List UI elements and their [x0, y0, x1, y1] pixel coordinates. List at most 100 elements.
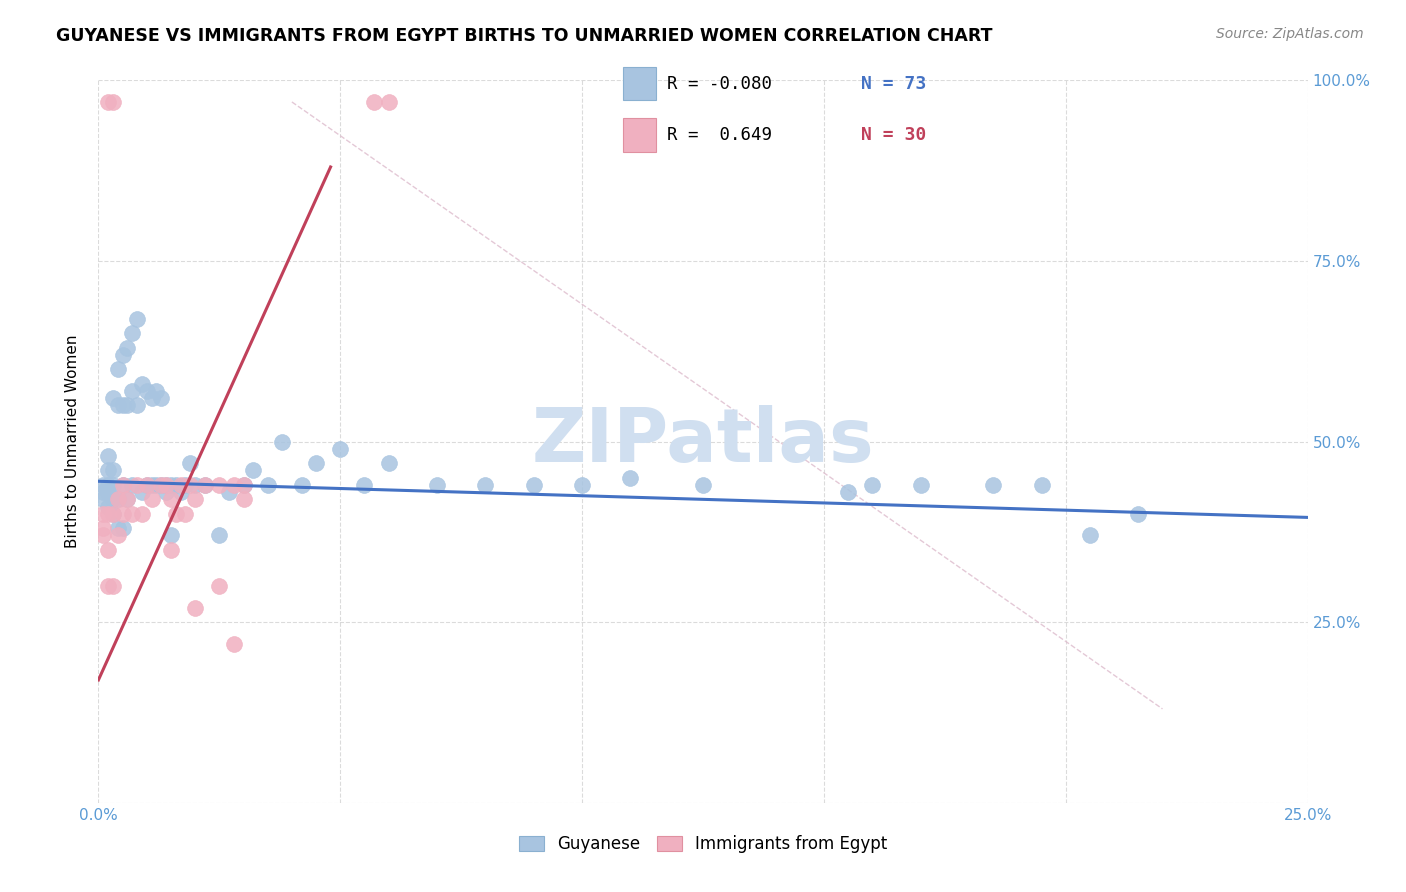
Point: [91, 492, 114, 507]
Point: [271, 434, 294, 449]
Point: [117, 341, 139, 355]
Point: [222, 637, 245, 651]
Point: [242, 463, 264, 477]
Point: [160, 542, 183, 557]
Text: ZIPatlas: ZIPatlas: [531, 405, 875, 478]
Point: [111, 398, 134, 412]
Point: [426, 478, 449, 492]
FancyBboxPatch shape: [623, 119, 657, 152]
Point: [97, 542, 120, 557]
Point: [101, 95, 124, 109]
Point: [131, 485, 153, 500]
Point: [165, 478, 187, 492]
Point: [174, 478, 197, 492]
Point: [256, 478, 278, 492]
Point: [179, 456, 201, 470]
Point: [91, 478, 114, 492]
Point: [91, 485, 114, 500]
Point: [117, 398, 139, 412]
Point: [474, 478, 496, 492]
Point: [910, 478, 932, 492]
Legend: Guyanese, Immigrants from Egypt: Guyanese, Immigrants from Egypt: [512, 828, 894, 860]
Point: [97, 500, 120, 514]
Point: [91, 521, 114, 535]
Point: [353, 478, 375, 492]
Point: [107, 492, 129, 507]
Point: [232, 478, 254, 492]
Point: [194, 478, 217, 492]
Point: [111, 478, 134, 492]
Point: [160, 478, 183, 492]
Point: [101, 507, 124, 521]
Point: [97, 579, 120, 593]
Point: [290, 478, 312, 492]
Point: [165, 507, 187, 521]
Point: [571, 478, 593, 492]
Point: [111, 478, 134, 492]
Text: N = 30: N = 30: [862, 126, 927, 144]
Point: [145, 384, 167, 398]
Point: [107, 521, 129, 535]
Point: [97, 485, 120, 500]
Point: [121, 507, 143, 521]
Point: [184, 600, 207, 615]
Point: [135, 384, 157, 398]
Point: [101, 579, 124, 593]
Point: [160, 528, 183, 542]
Point: [232, 478, 254, 492]
Point: [523, 478, 546, 492]
Point: [305, 456, 328, 470]
Point: [150, 391, 173, 405]
Point: [860, 478, 883, 492]
Point: [377, 456, 399, 470]
Point: [101, 478, 124, 492]
Point: [1031, 478, 1053, 492]
Point: [107, 362, 129, 376]
Point: [97, 507, 120, 521]
Point: [329, 442, 352, 456]
Point: [208, 528, 231, 542]
Point: [169, 485, 191, 500]
Point: [135, 478, 157, 492]
Point: [107, 528, 129, 542]
Point: [141, 492, 163, 507]
Point: [981, 478, 1004, 492]
Text: R = -0.080: R = -0.080: [668, 75, 772, 93]
Point: [107, 398, 129, 412]
Point: [135, 478, 157, 492]
Point: [619, 470, 641, 484]
Point: [184, 492, 207, 507]
Point: [121, 326, 143, 340]
Point: [160, 492, 183, 507]
Point: [107, 492, 129, 507]
Point: [121, 384, 143, 398]
Text: GUYANESE VS IMMIGRANTS FROM EGYPT BIRTHS TO UNMARRIED WOMEN CORRELATION CHART: GUYANESE VS IMMIGRANTS FROM EGYPT BIRTHS…: [56, 27, 993, 45]
Point: [101, 507, 124, 521]
Point: [145, 478, 167, 492]
Point: [91, 507, 114, 521]
Point: [232, 492, 254, 507]
Point: [377, 95, 399, 109]
Point: [692, 478, 714, 492]
Point: [101, 492, 124, 507]
Point: [101, 463, 124, 477]
Point: [218, 485, 240, 500]
Point: [111, 507, 134, 521]
Point: [155, 485, 177, 500]
Point: [169, 478, 191, 492]
Point: [121, 478, 143, 492]
Point: [141, 391, 163, 405]
Point: [184, 478, 207, 492]
Point: [363, 95, 385, 109]
Point: [837, 485, 859, 500]
Point: [127, 398, 149, 412]
Point: [101, 391, 124, 405]
Point: [97, 463, 120, 477]
Point: [97, 449, 120, 463]
Point: [208, 579, 231, 593]
Point: [97, 478, 120, 492]
Point: [179, 478, 201, 492]
Point: [131, 376, 153, 391]
Point: [111, 348, 134, 362]
Point: [155, 478, 177, 492]
